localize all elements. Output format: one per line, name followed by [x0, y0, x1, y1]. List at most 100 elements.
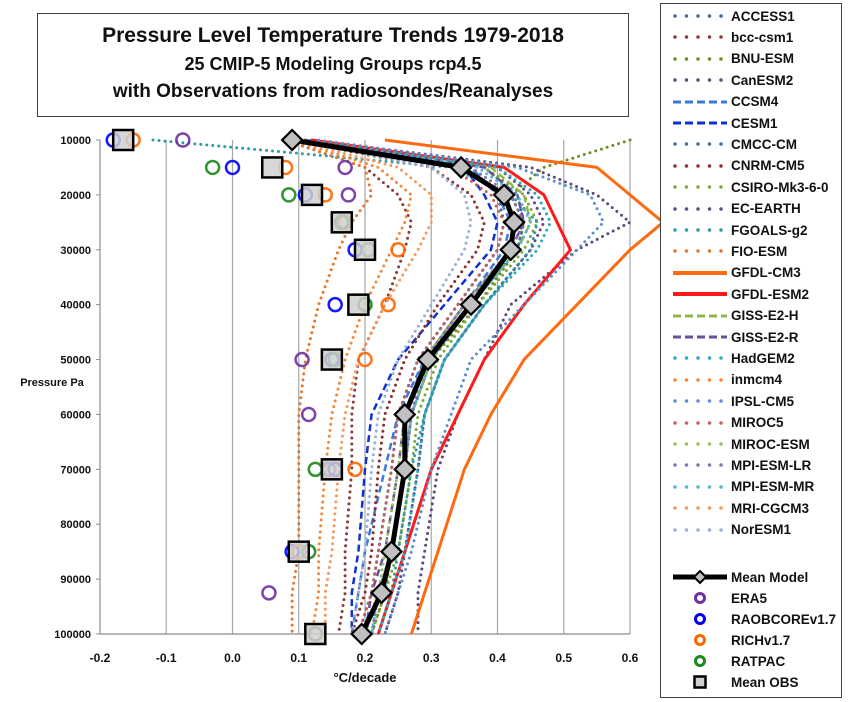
grid-lines	[165, 140, 631, 634]
x-tick-label: -0.1	[156, 651, 177, 665]
legend-swatch	[669, 199, 729, 219]
obs-marker-era5	[294, 351, 310, 368]
legend-label: CCSM4	[731, 94, 779, 110]
legend-swatch	[669, 520, 729, 540]
y-tick-label: 20000	[60, 190, 91, 202]
legend-swatch	[669, 370, 729, 390]
legend-label: MPI-ESM-MR	[731, 479, 815, 495]
mean-model-series	[280, 128, 526, 646]
mean-obs-marker	[111, 128, 135, 152]
legend-swatch	[669, 177, 729, 197]
legend-item-miroc-esm: MIROC-ESM	[661, 434, 810, 454]
legend-item-mpi-esm-lr: MPI-ESM-LR	[661, 455, 811, 475]
y-tick-label: 100000	[54, 629, 91, 641]
mean-model-marker	[350, 622, 374, 646]
x-tick-label: 0.3	[423, 651, 440, 665]
legend-item-ccsm4: CCSM4	[661, 92, 778, 112]
chart-subtitle-1: 25 CMIP-5 Modeling Groups rcp4.5	[184, 54, 482, 74]
legend-item-era5: ERA5	[661, 588, 767, 608]
legend-label: ERA5	[731, 590, 768, 606]
series-miroc-esm	[297, 138, 519, 636]
legend-label: IPSL-CM5	[731, 393, 795, 409]
y-axis-title: Pressure Pa	[20, 377, 84, 389]
legend-swatch	[669, 113, 729, 133]
legend-item-ipsl-cm5: IPSL-CM5	[661, 391, 794, 411]
series-gfdl-cm3	[384, 138, 665, 635]
legend-label: CMCC-CM	[731, 136, 797, 152]
legend-swatch	[669, 70, 729, 90]
legend-item-mean-obs: Mean OBS	[661, 672, 799, 692]
y-tick-label: 50000	[60, 355, 91, 367]
series-cnrm-cm5	[290, 138, 486, 636]
obs-marker-richv1-7	[380, 296, 396, 313]
mean-model-marker	[459, 293, 483, 317]
mean-model-marker	[280, 128, 304, 152]
legend-item-noresm1: NorESM1	[661, 520, 791, 540]
legend-swatch	[669, 284, 729, 304]
series-access1	[297, 138, 506, 636]
legend-swatch	[669, 413, 729, 433]
legend-item-cmcc-cm: CMCC-CM	[661, 134, 797, 154]
legend: ACCESS1 bcc-csm1 BNU-ESM CanESM2 CCSM4 CESM1 C…	[660, 3, 842, 698]
legend-label: RAOBCOREv1.7	[731, 611, 837, 627]
legend-item-bnu-esm: BNU-ESM	[661, 49, 794, 69]
obs-marker-ratpac	[281, 187, 297, 203]
chart-subtitle-2: with Observations from radiosondes/Reana…	[112, 81, 554, 102]
mean-obs-marker	[261, 156, 284, 179]
model-series	[151, 138, 665, 636]
mean-model-marker	[492, 183, 516, 207]
obs-marker-richv1-7	[390, 242, 406, 258]
legend-swatch	[669, 348, 729, 368]
obs-marker-richv1-7	[347, 461, 363, 478]
obs-marker-ratpac	[204, 159, 221, 176]
mean-model-marker	[449, 155, 473, 180]
legend-swatch	[669, 306, 729, 326]
legend-swatch	[669, 588, 729, 608]
legend-swatch	[669, 263, 729, 283]
mean-model-marker	[416, 347, 440, 372]
legend-label: HadGEM2	[731, 350, 795, 366]
legend-label: Mean Model	[731, 569, 809, 585]
x-tick-label: 0.2	[357, 651, 374, 665]
legend-swatch	[669, 630, 729, 650]
legend-label: FGOALS-g2	[731, 222, 808, 238]
x-tick-label: 0.5	[555, 651, 572, 665]
legend-swatch	[669, 567, 729, 587]
y-tick-label: 80000	[60, 519, 91, 531]
legend-label: ACCESS1	[731, 8, 795, 24]
series-noresm1	[297, 138, 473, 636]
y-tick-label: 40000	[60, 300, 91, 312]
legend-item-gfdl-esm2: GFDL-ESM2	[661, 284, 809, 304]
legend-swatch	[669, 455, 729, 475]
y-tick-label: 10000	[60, 135, 91, 147]
mean-obs-marker	[300, 183, 324, 207]
y-tick-labels: 10000 20000 30000 40000 50000 60000 70000 80000…	[54, 135, 91, 641]
legend-item-giss-e2-h: GISS-E2-H	[661, 306, 799, 326]
y-tick-label: 30000	[60, 245, 91, 257]
mean-obs-marker	[287, 540, 310, 563]
legend-item-cnrm-cm5: CNRM-CM5	[661, 156, 805, 176]
legend-item-richv1-7: RICHv1.7	[661, 630, 790, 650]
legend-item-mri-cgcm3: MRI-CGCM3	[661, 498, 809, 518]
legend-item-bcc-csm1: bcc-csm1	[661, 27, 793, 47]
mean-obs-marker	[353, 238, 377, 262]
observation-markers	[105, 128, 406, 646]
legend-swatch	[669, 434, 729, 454]
legend-label: GFDL-ESM2	[731, 286, 810, 302]
series-mri-cgcm3	[290, 138, 433, 636]
series-hadgem2	[297, 138, 552, 636]
legend-label: bcc-csm1	[731, 29, 794, 45]
chart-title: Pressure Level Temperature Trends 1979-2…	[102, 24, 564, 47]
legend-item-ec-earth: EC-EARTH	[661, 199, 801, 219]
legend-item-hadgem2: HadGEM2	[661, 348, 795, 368]
obs-marker-era5	[175, 132, 191, 148]
x-tick-labels: -0.2 -0.1 0.0 0.1 0.2 0.3 0.4 0.5 0.6	[90, 651, 639, 665]
legend-item-mean-model: Mean Model	[661, 567, 808, 587]
obs-marker-era5	[261, 585, 277, 601]
mean-model-marker	[370, 581, 394, 605]
obs-marker-era5	[340, 187, 357, 203]
legend-label: inmcm4	[731, 372, 783, 388]
mean-model-marker	[393, 402, 417, 427]
legend-label: NorESM1	[731, 522, 792, 538]
